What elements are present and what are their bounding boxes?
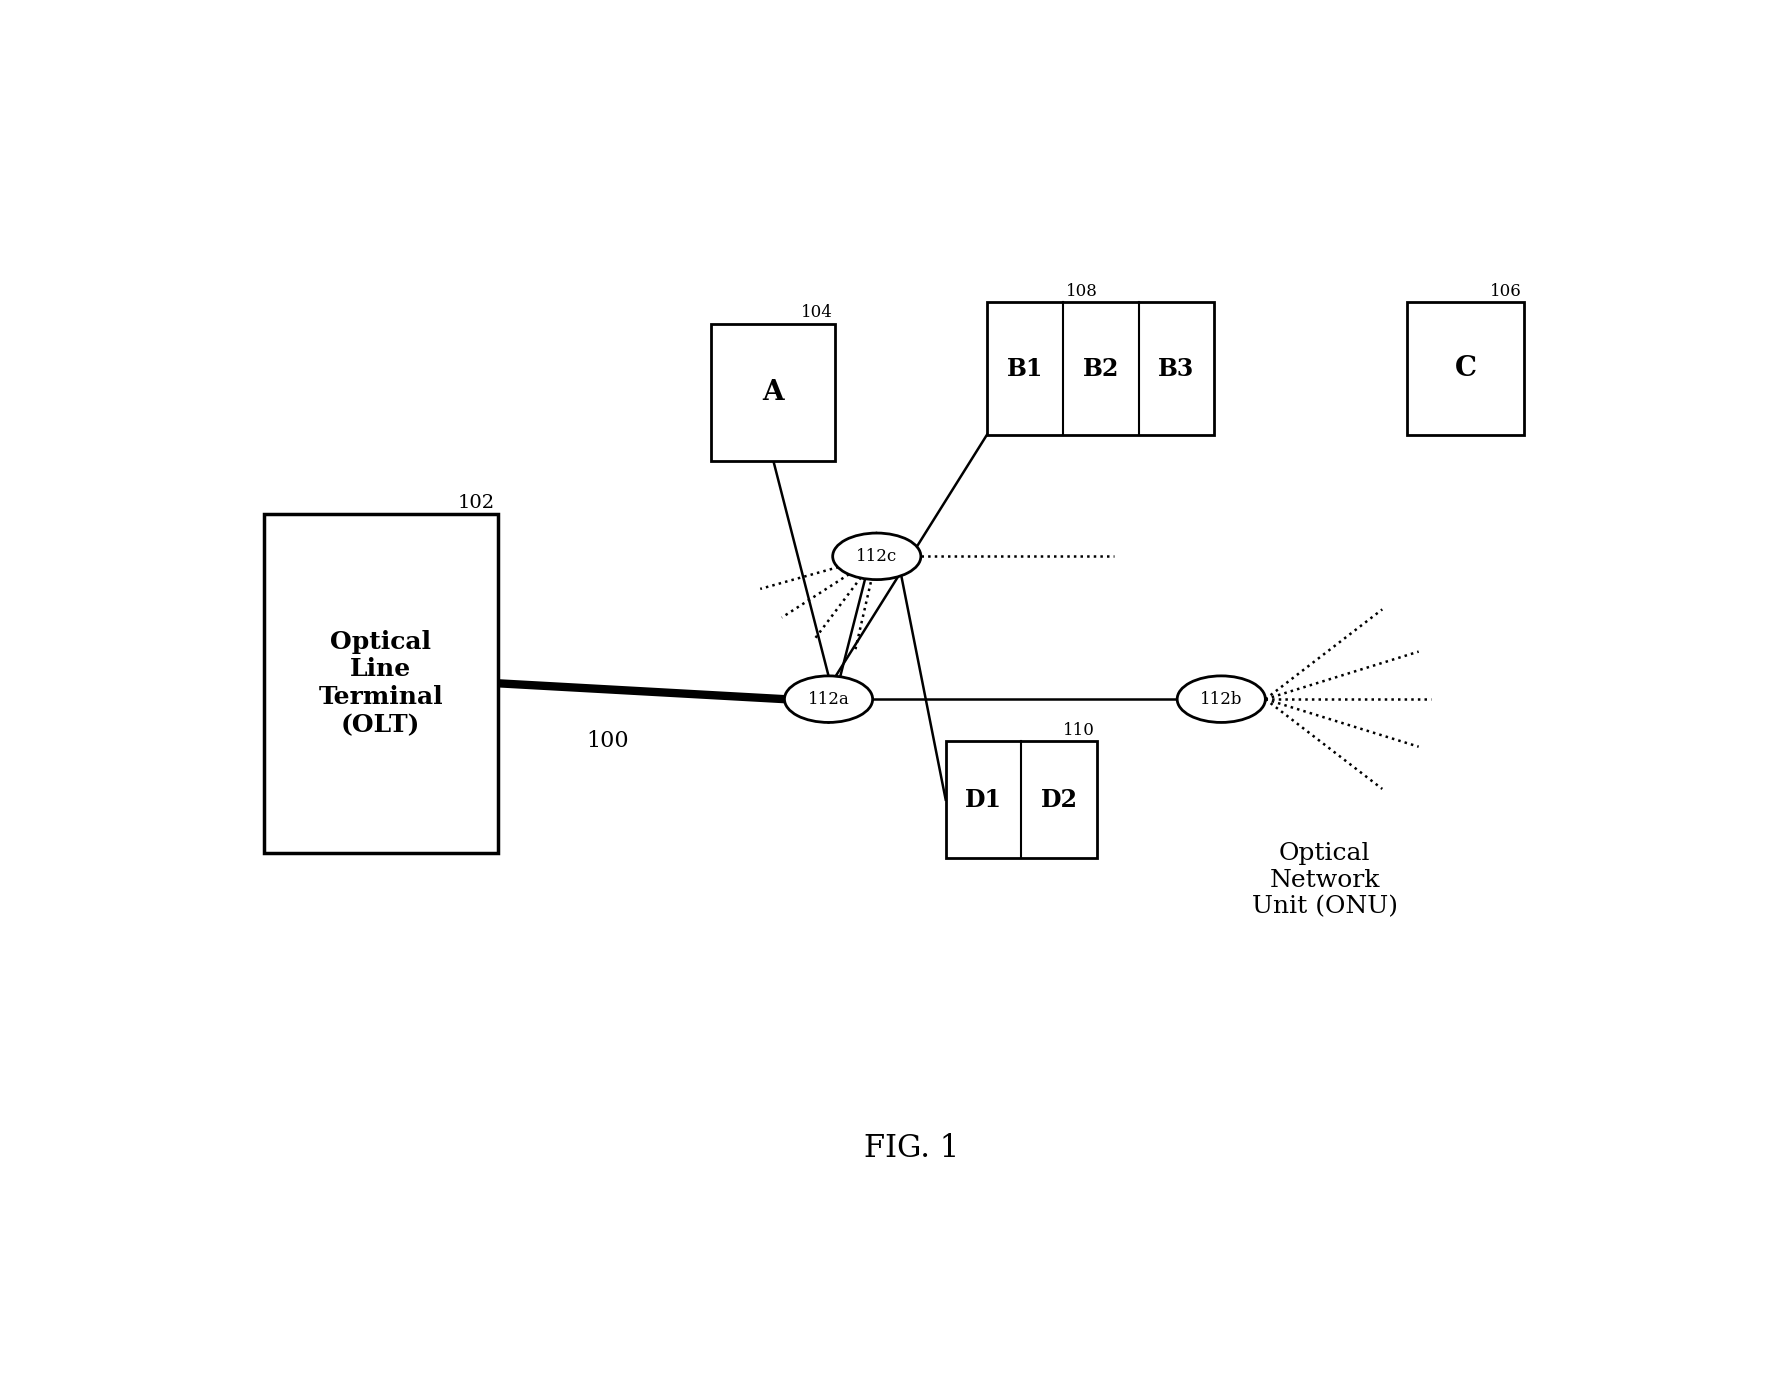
- Text: Optical
Line
Terminal
(OLT): Optical Line Terminal (OLT): [318, 629, 443, 736]
- Text: 104: 104: [800, 305, 832, 322]
- Text: Optical
Network
Unit (ONU): Optical Network Unit (ONU): [1252, 842, 1398, 918]
- Ellipse shape: [832, 533, 921, 580]
- Text: B1: B1: [1006, 356, 1044, 381]
- Ellipse shape: [1177, 676, 1266, 723]
- Text: 112b: 112b: [1200, 691, 1243, 708]
- Text: D1: D1: [965, 787, 1003, 812]
- FancyBboxPatch shape: [711, 323, 836, 462]
- Text: 106: 106: [1490, 283, 1522, 301]
- FancyBboxPatch shape: [263, 514, 498, 852]
- Text: 102: 102: [459, 493, 494, 513]
- Text: B2: B2: [1083, 356, 1118, 381]
- FancyBboxPatch shape: [1408, 302, 1524, 434]
- Text: 108: 108: [1067, 283, 1099, 301]
- Text: D2: D2: [1040, 787, 1077, 812]
- FancyBboxPatch shape: [987, 302, 1214, 434]
- Text: 112c: 112c: [857, 548, 898, 565]
- Text: 110: 110: [1063, 723, 1095, 739]
- Text: FIG. 1: FIG. 1: [864, 1134, 958, 1164]
- FancyBboxPatch shape: [946, 742, 1097, 857]
- Text: B3: B3: [1157, 356, 1195, 381]
- Text: A: A: [763, 379, 784, 405]
- Text: C: C: [1454, 354, 1478, 382]
- Text: 100: 100: [587, 731, 629, 753]
- Text: 112a: 112a: [807, 691, 850, 708]
- Ellipse shape: [784, 676, 873, 723]
